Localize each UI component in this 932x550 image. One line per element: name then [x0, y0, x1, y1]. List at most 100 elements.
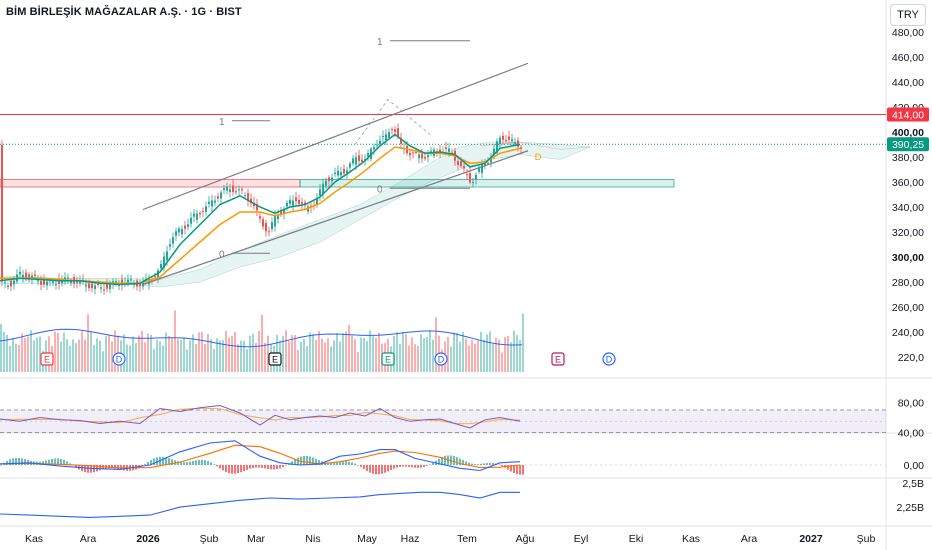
- volume-bar: [516, 335, 518, 372]
- macd-histogram-bar: [402, 465, 404, 467]
- candle-body: [37, 280, 39, 282]
- candle-body: [238, 189, 240, 191]
- macd-histogram-bar: [258, 465, 260, 468]
- macd-histogram-bar: [264, 465, 266, 469]
- candle-body: [481, 163, 483, 174]
- volume-bar: [111, 341, 113, 372]
- price-tick-label: 240,00: [892, 327, 924, 339]
- dividend-event-marker: D: [116, 355, 123, 365]
- candle-body: [484, 163, 486, 165]
- volume-bar: [465, 338, 467, 372]
- volume-bar: [309, 332, 311, 372]
- macd-histogram-bar: [357, 465, 359, 466]
- pattern-outline: [354, 98, 431, 145]
- candle-body: [325, 180, 327, 186]
- macd-histogram-bar: [291, 461, 293, 465]
- macd-histogram-bar: [216, 465, 218, 467]
- candle-body: [10, 280, 12, 287]
- support-zone-green: [299, 179, 675, 188]
- volume-bar: [222, 340, 224, 372]
- macd-histogram-bar: [51, 458, 53, 465]
- macd-histogram-bar: [519, 465, 521, 475]
- volume-bar: [306, 346, 308, 372]
- time-axis-label: 2026: [136, 533, 160, 545]
- volume-bar: [234, 332, 236, 372]
- volume-bar: [459, 341, 461, 372]
- candle-body: [505, 140, 507, 142]
- candle-body: [4, 282, 6, 284]
- volume-bar: [9, 345, 11, 372]
- candle-body: [496, 141, 498, 153]
- volume-bar: [168, 335, 170, 372]
- volume-bar: [312, 334, 314, 372]
- volume-bar: [432, 339, 434, 372]
- volume-bar: [123, 334, 125, 372]
- candle-body: [196, 213, 198, 220]
- macd-histogram-bar: [336, 462, 338, 465]
- volume-bar: [342, 333, 344, 372]
- candle-body: [472, 182, 474, 184]
- time-axis-label: Kas: [682, 533, 700, 545]
- earnings-event-marker-shape: [381, 352, 395, 366]
- rsi-tick-label: 40,00: [898, 428, 924, 440]
- candle-body: [418, 154, 420, 159]
- volume-bar: [339, 341, 341, 372]
- macd-histogram-bar: [219, 465, 221, 469]
- volume-bar: [504, 336, 506, 372]
- candle-body: [445, 147, 447, 149]
- candle-body: [103, 289, 105, 291]
- currency-selector[interactable]: TRY: [890, 4, 926, 26]
- macd-histogram-bar: [9, 459, 11, 465]
- volume-bar: [216, 338, 218, 372]
- candle-body: [409, 152, 411, 156]
- macd-histogram-bar: [510, 465, 512, 472]
- candle-body: [85, 284, 87, 287]
- macd-histogram-bar: [333, 462, 335, 465]
- macd-histogram-bar: [489, 462, 491, 465]
- candle-body: [277, 214, 279, 220]
- candle-body: [91, 283, 93, 289]
- projected-dividend-marker: D: [535, 152, 542, 162]
- volume-bar: [159, 341, 161, 372]
- volume-bar: [84, 339, 86, 372]
- candle-body: [25, 272, 27, 279]
- earnings-event-marker-shape: [551, 352, 565, 366]
- fib-label-one: 1: [377, 37, 383, 48]
- candle-body: [217, 196, 219, 199]
- volume-bar: [411, 337, 413, 372]
- candle-body: [40, 281, 42, 285]
- volume-bar: [138, 335, 140, 372]
- macd-histogram-bar: [12, 458, 14, 465]
- volume-bar: [21, 333, 23, 372]
- macd-histogram-bar: [255, 465, 257, 468]
- candle-body: [250, 198, 252, 204]
- price-tick-label: 380,00: [892, 152, 924, 164]
- volume-bar: [135, 343, 137, 372]
- macd-histogram-bar: [492, 462, 494, 465]
- volume-bar: [399, 343, 401, 372]
- time-axis-label: Şub: [857, 533, 876, 545]
- volume-bar: [348, 325, 350, 372]
- candle-body: [64, 277, 66, 281]
- candle-body: [412, 152, 414, 154]
- candle-body: [268, 231, 270, 233]
- volume-bar: [72, 339, 74, 372]
- macd-histogram-bar: [192, 460, 194, 465]
- volume-bar: [372, 336, 374, 372]
- macd-histogram-bar: [471, 463, 473, 465]
- macd-histogram-bar: [465, 461, 467, 465]
- volume-bar: [228, 337, 230, 372]
- macd-histogram-bar: [369, 465, 371, 473]
- volume-bar: [471, 339, 473, 372]
- candle-body: [511, 139, 513, 142]
- candle-body: [346, 170, 348, 174]
- macd-histogram-bar: [360, 465, 362, 468]
- volume-bar: [147, 333, 149, 372]
- volume-bar: [204, 343, 206, 372]
- volume-bar: [39, 336, 41, 372]
- candle-body: [127, 279, 129, 283]
- support-zone-red: [0, 179, 301, 188]
- macd-histogram-bar: [414, 465, 416, 468]
